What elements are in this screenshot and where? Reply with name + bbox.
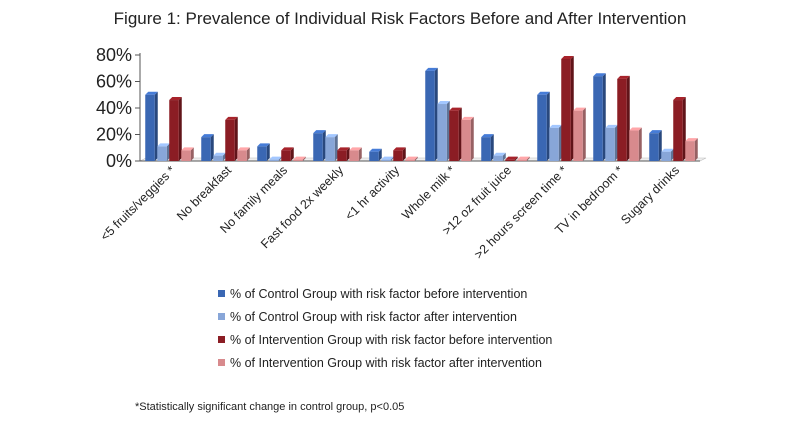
bar-control-after (325, 134, 338, 161)
bar-intervention-before (449, 107, 462, 161)
y-tick-label: 0% (106, 151, 132, 171)
bar-control-after (213, 152, 226, 161)
bar-control-before (593, 73, 606, 161)
bar-intervention-after (181, 147, 194, 161)
y-tick-label: 80% (96, 45, 132, 65)
bar-control-after (269, 156, 282, 161)
bar-control-before (649, 130, 662, 161)
bar-intervention-after (293, 156, 306, 161)
legend-swatch (218, 336, 225, 343)
bar-control-before (145, 91, 158, 161)
legend-swatch (218, 290, 225, 297)
x-tick-label: No breakfast (174, 163, 234, 223)
chart-title: Figure 1: Prevalence of Individual Risk … (113, 9, 687, 28)
bar-intervention-before (169, 97, 182, 161)
bar-intervention-after (461, 116, 474, 161)
bar-intervention-before (337, 147, 350, 161)
bar-control-before (425, 67, 438, 161)
bar-control-before (201, 134, 214, 161)
bar-control-before (369, 148, 382, 161)
bar-intervention-after (349, 147, 362, 161)
y-tick-label: 40% (96, 98, 132, 118)
bar-control-after (549, 124, 562, 161)
legend-item-intervention-before: % of Intervention Group with risk factor… (218, 333, 552, 347)
bar-control-after (437, 101, 450, 161)
bar-control-before (313, 130, 326, 161)
bar-intervention-after (517, 156, 530, 161)
bar-intervention-before (225, 116, 238, 161)
bars (145, 55, 698, 161)
bar-intervention-after (405, 156, 418, 161)
bar-intervention-after (629, 127, 642, 161)
x-tick-label: >2 hours screen time * (472, 163, 571, 262)
legend-swatch (218, 313, 225, 320)
x-tick-label: <5 fruits/veggies * (98, 163, 178, 243)
bar-intervention-after (237, 147, 250, 161)
legend-swatch (218, 359, 225, 366)
legend-label: % of Intervention Group with risk factor… (230, 333, 552, 347)
bar-control-after (661, 148, 674, 161)
legend-item-control-after: % of Control Group with risk factor afte… (218, 310, 517, 324)
x-tick-label: Whole milk * (399, 163, 458, 222)
bar-intervention-before (393, 147, 406, 161)
bar-control-after (493, 152, 506, 161)
y-tick-label: 60% (96, 72, 132, 92)
bar-control-before (481, 134, 494, 161)
bar-control-after (381, 156, 394, 161)
bar-control-after (157, 143, 170, 161)
legend-label: % of Control Group with risk factor befo… (230, 287, 527, 301)
legend-item-control-before: % of Control Group with risk factor befo… (218, 287, 527, 301)
bar-control-before (537, 91, 550, 161)
bar-intervention-before (281, 147, 294, 161)
bar-control-after (605, 124, 618, 161)
legend-label: % of Control Group with risk factor afte… (230, 310, 517, 324)
legend-item-intervention-after: % of Intervention Group with risk factor… (218, 356, 542, 370)
bar-intervention-before (617, 75, 630, 161)
y-tick-label: 20% (96, 125, 132, 145)
footnote: *Statistically significant change in con… (135, 401, 405, 413)
bar-intervention-before (561, 55, 574, 161)
legend: % of Control Group with risk factor befo… (218, 287, 552, 370)
x-tick-label: <1 hr activity (342, 163, 402, 223)
bar-intervention-before (505, 156, 518, 161)
bar-control-before (257, 143, 270, 161)
bar-intervention-after (685, 138, 698, 161)
x-tick-label: Sugary drinks (618, 163, 682, 227)
bar-intervention-after (573, 107, 586, 161)
legend-label: % of Intervention Group with risk factor… (230, 356, 542, 370)
bar-intervention-before (673, 97, 686, 161)
